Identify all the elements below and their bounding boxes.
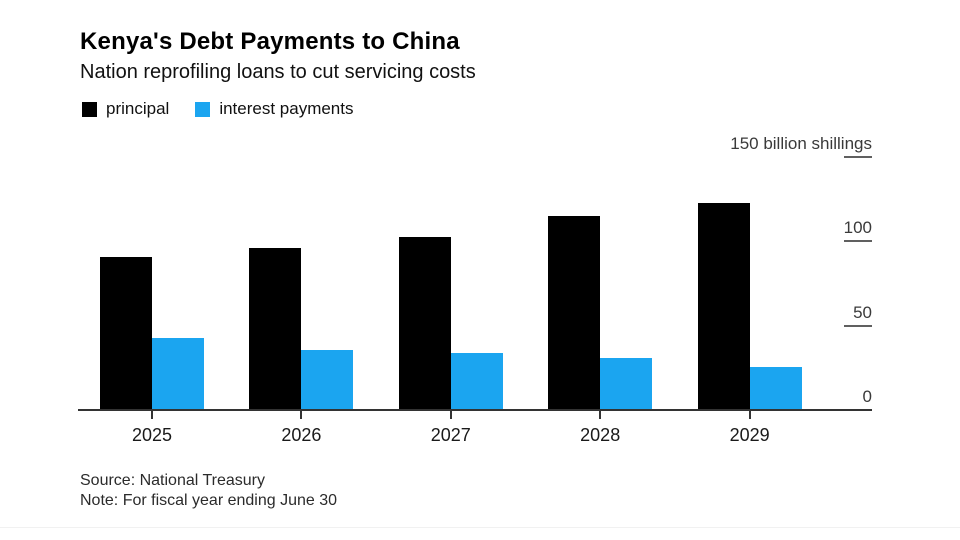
legend-swatch-principal xyxy=(82,101,97,117)
bar-principal-2028 xyxy=(548,216,601,409)
legend-label-principal: principal xyxy=(106,99,170,118)
y-axis-tickmark-100 xyxy=(844,240,872,242)
x-axis-tick-2026 xyxy=(300,411,303,419)
x-axis-label-2027: 2027 xyxy=(430,425,471,445)
chart-legend: principal interest payments xyxy=(82,99,354,119)
legend-label-interest: interest payments xyxy=(219,99,354,118)
y-axis-label-150: 150 billion shillings xyxy=(730,134,872,153)
bar-interest-2026 xyxy=(301,350,354,409)
x-axis-tick-2028 xyxy=(599,411,602,419)
page-divider xyxy=(0,527,960,528)
chart-footer: Source: National Treasury Note: For fisc… xyxy=(80,471,337,511)
x-axis-tick-2029 xyxy=(748,411,751,419)
x-axis-label-2028: 2028 xyxy=(580,425,621,445)
bar-interest-2029 xyxy=(749,367,802,409)
bar-principal-2027 xyxy=(398,237,451,409)
y-axis-tickmark-150 xyxy=(844,156,872,158)
y-axis-tickmark-50 xyxy=(844,325,872,327)
y-axis-label-100: 100 xyxy=(843,218,872,237)
legend-item-interest: interest payments xyxy=(195,99,354,119)
chart-title: Kenya's Debt Payments to China xyxy=(80,28,460,55)
chart-subtitle: Nation reprofiling loans to cut servicin… xyxy=(80,61,476,83)
x-axis-label-2029: 2029 xyxy=(729,425,770,445)
x-axis-tick-2025 xyxy=(151,411,153,419)
bar-interest-2028 xyxy=(600,358,653,409)
bar-interest-2027 xyxy=(450,353,503,409)
y-axis-label-0: 0 xyxy=(862,387,872,406)
x-axis-label-2026: 2026 xyxy=(281,425,322,445)
legend-swatch-interest xyxy=(195,101,211,117)
legend-item-principal: principal xyxy=(82,99,169,119)
x-axis-baseline xyxy=(78,409,872,411)
note-text: Note: For fiscal year ending June 30 xyxy=(80,492,338,509)
y-axis-label-50: 50 xyxy=(853,303,872,322)
x-axis-tick-2027 xyxy=(449,411,452,419)
bar-principal-2025 xyxy=(100,257,152,409)
source-text: Source: National Treasury xyxy=(80,472,265,489)
bar-principal-2026 xyxy=(249,248,302,409)
x-axis-label-2025: 2025 xyxy=(131,425,173,445)
bar-interest-2025 xyxy=(152,338,204,409)
bar-principal-2029 xyxy=(697,203,750,409)
